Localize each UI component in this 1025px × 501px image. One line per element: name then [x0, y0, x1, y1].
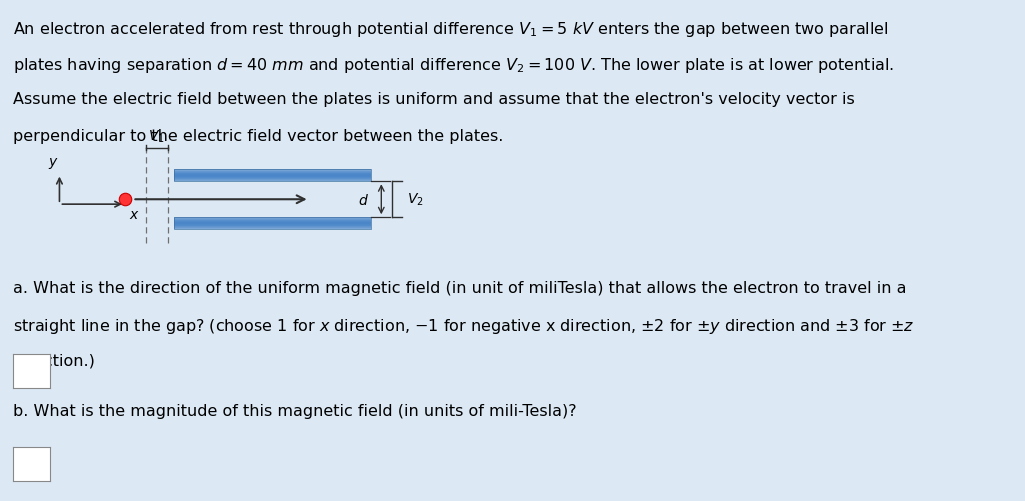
Text: direction.): direction.) [13, 353, 95, 368]
Text: Assume the electric field between the plates is uniform and assume that the elec: Assume the electric field between the pl… [13, 92, 855, 107]
Text: An electron accelerated from rest through potential difference $V_1 = 5\ kV$ ent: An electron accelerated from rest throug… [13, 20, 889, 39]
Text: b. What is the magnitude of this magnetic field (in units of mili-Tesla)?: b. What is the magnitude of this magneti… [13, 403, 577, 418]
Text: $V_1$: $V_1$ [149, 128, 165, 144]
Text: straight line in the gap? (choose $1$ for $x$ direction, $-1$ for negative x dir: straight line in the gap? (choose $1$ fo… [13, 317, 915, 336]
Text: plates having separation $d = 40\ mm$ and potential difference $V_2 = 100\ V$. T: plates having separation $d = 40\ mm$ an… [13, 56, 895, 75]
Bar [174, 218, 371, 229]
Text: $y$: $y$ [48, 156, 58, 171]
Text: perpendicular to the electric field vector between the plates.: perpendicular to the electric field vect… [13, 128, 503, 143]
Text: $d$: $d$ [358, 192, 369, 207]
Text: $x$: $x$ [129, 208, 139, 222]
Text: $V_2$: $V_2$ [407, 192, 424, 208]
Bar [174, 170, 371, 182]
Text: a. What is the direction of the uniform magnetic field (in unit of miliTesla) th: a. What is the direction of the uniform … [13, 281, 907, 296]
